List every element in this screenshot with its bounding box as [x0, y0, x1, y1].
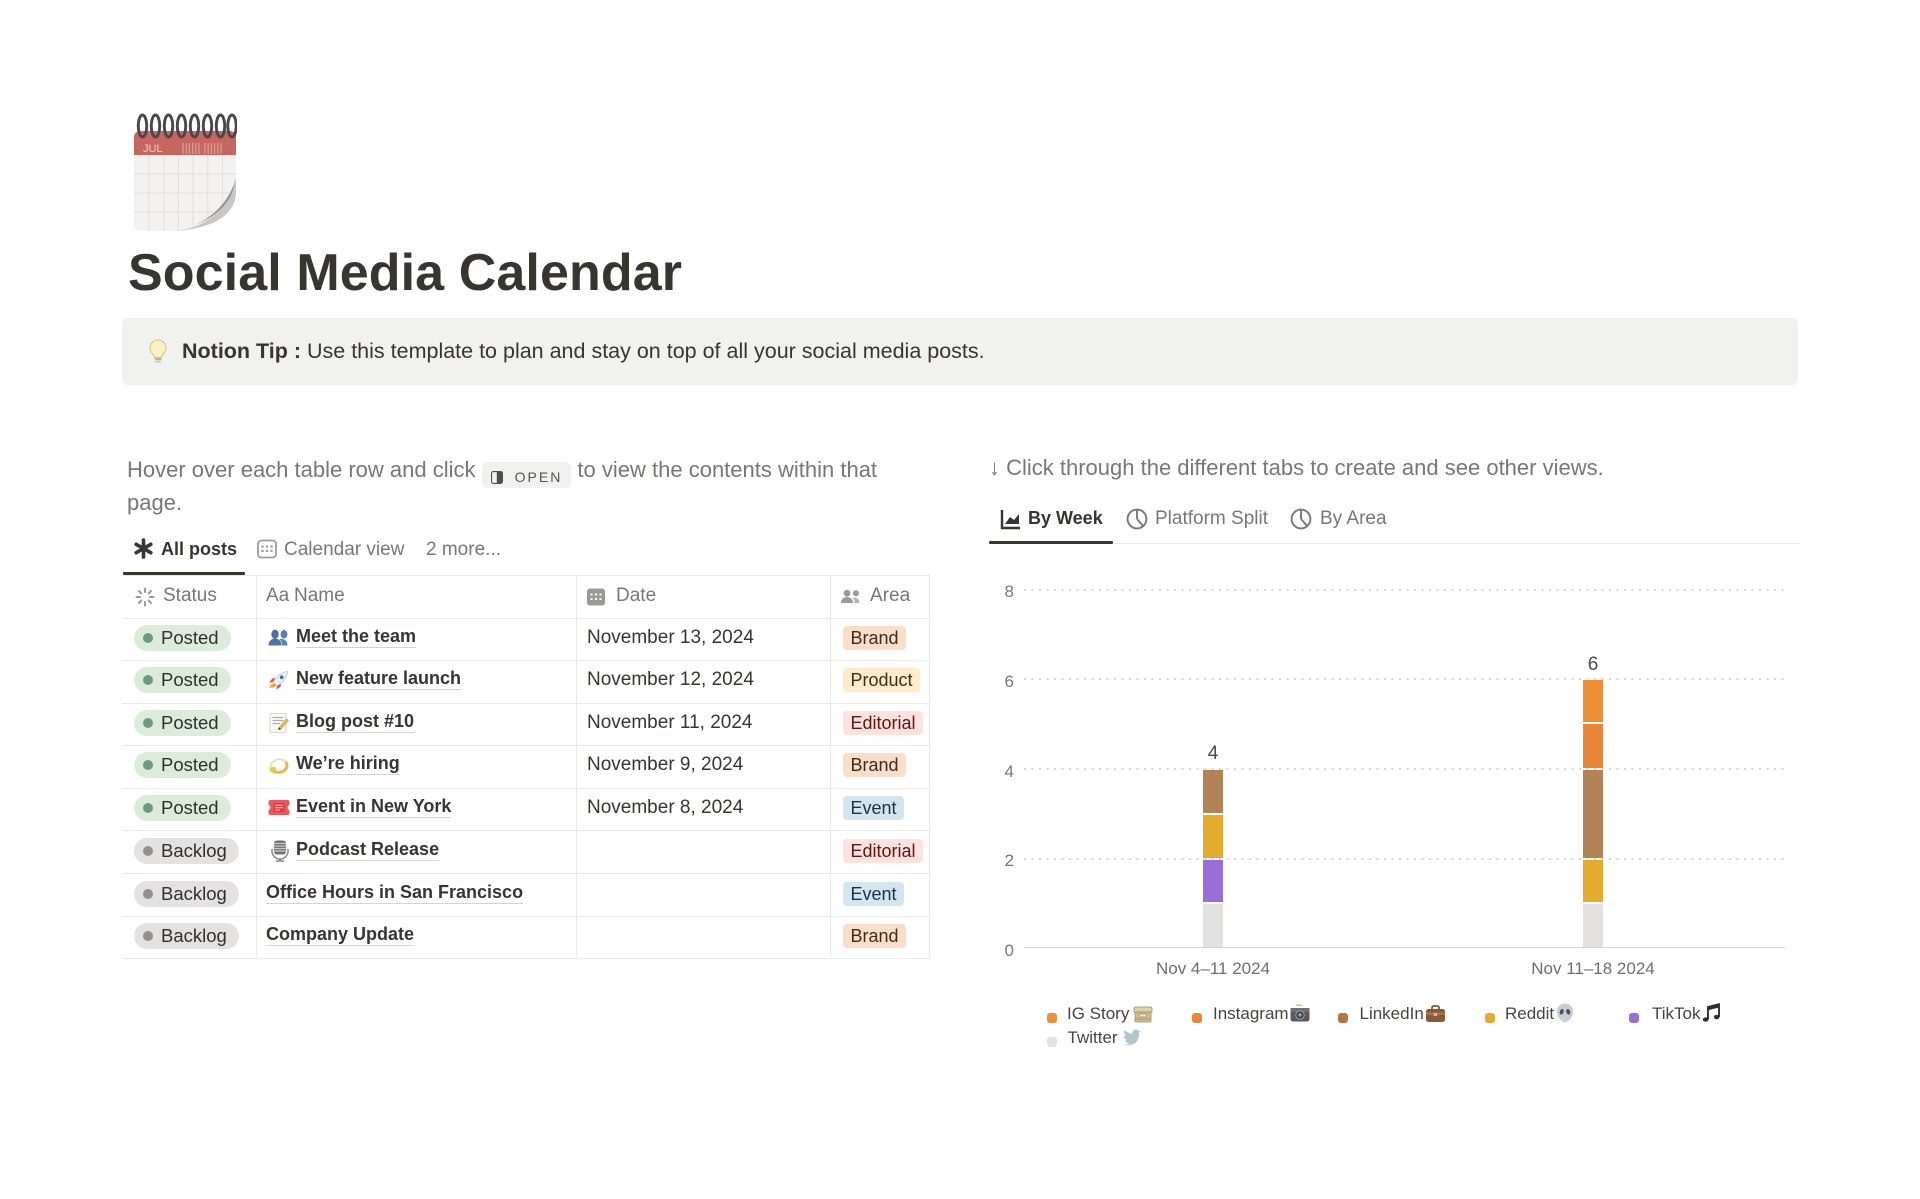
- svg-text:JUL: JUL: [143, 143, 163, 155]
